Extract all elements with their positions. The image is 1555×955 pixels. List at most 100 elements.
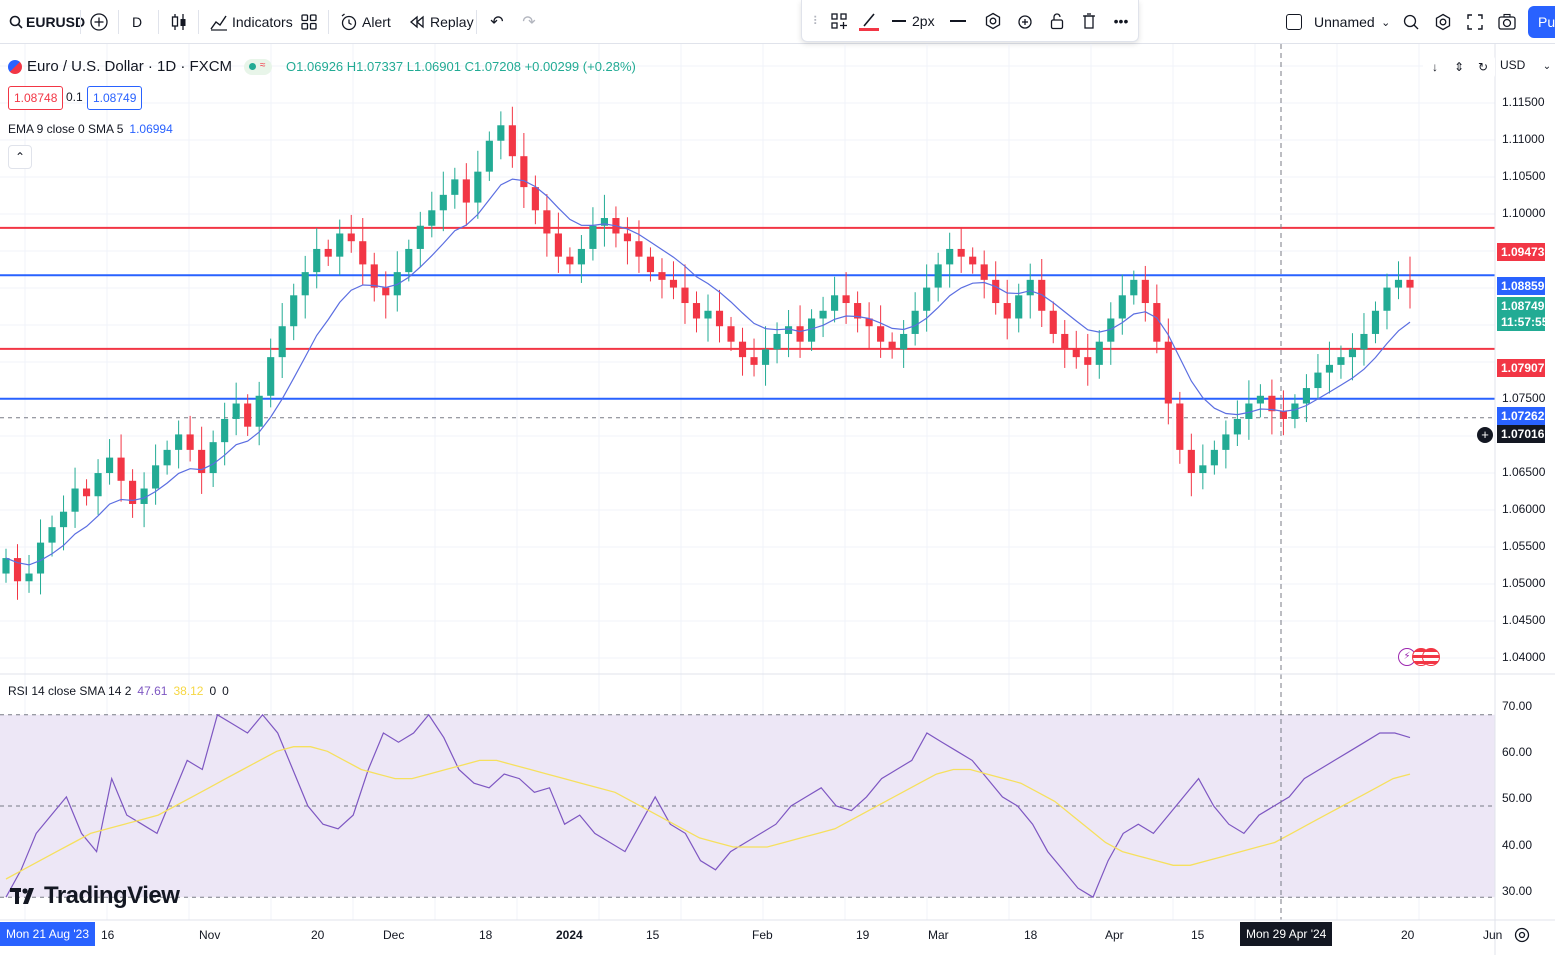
candle-body — [600, 218, 608, 226]
chart-type-button[interactable] — [168, 0, 190, 44]
publish-label: Pu — [1538, 14, 1555, 30]
indicators-label: Indicators — [232, 14, 293, 30]
candle-body — [163, 449, 171, 466]
replay-button[interactable]: Replay — [406, 0, 474, 44]
time-settings-button[interactable] — [1513, 926, 1531, 949]
ema-label: EMA 9 close 0 SMA 5 — [8, 122, 124, 136]
fullscreen-button[interactable] — [1464, 0, 1486, 44]
candle-body — [865, 318, 873, 327]
chevron-up-icon: ⌃ — [14, 150, 26, 164]
line-width-button[interactable]: 2px — [892, 0, 935, 42]
buy-button[interactable]: 1.08749 — [87, 86, 143, 110]
quick-search-button[interactable] — [1400, 0, 1422, 44]
candle-body — [209, 442, 217, 474]
candle-body — [831, 295, 839, 311]
alarm-plus-icon — [1014, 10, 1036, 32]
publish-button[interactable]: Pu — [1528, 6, 1555, 38]
candle-body — [1233, 418, 1241, 435]
trash-icon — [1078, 10, 1100, 32]
market-status-icon: ≈ — [244, 58, 273, 75]
candle-body — [1118, 295, 1126, 319]
price-chart[interactable] — [0, 44, 1555, 955]
collapse-legend-button[interactable]: ⌃ — [8, 145, 32, 169]
interval-button[interactable]: D — [132, 0, 142, 44]
more-dots-icon: ••• — [1113, 13, 1129, 29]
currency-button[interactable]: USD ⌄ — [1500, 58, 1551, 72]
economic-events[interactable]: ⚡ — [1398, 648, 1440, 666]
candle-body — [244, 403, 252, 427]
drawing-templates-button[interactable] — [828, 0, 850, 42]
symbol-legend[interactable]: Euro / U.S. Dollar · 1D · FXCM ≈ O1.0692… — [8, 58, 636, 75]
candle-body — [94, 473, 102, 497]
date-tick: Dec — [383, 928, 405, 942]
line-width-label: 2px — [912, 13, 935, 29]
lock-button[interactable] — [1046, 0, 1068, 42]
compare-button[interactable] — [88, 0, 110, 44]
date-tick: 19 — [856, 928, 870, 942]
candle-body — [992, 279, 1000, 304]
more-button[interactable]: ••• — [1110, 0, 1132, 42]
sell-button[interactable]: 1.08748 — [8, 86, 64, 110]
candle-body — [531, 187, 539, 211]
camera-icon — [1496, 11, 1518, 33]
symbol-search-button[interactable]: EURUSD — [8, 0, 85, 44]
line-color-button[interactable] — [858, 0, 880, 42]
candle-body — [82, 488, 91, 497]
tradingview-logo[interactable]: TradingView — [10, 882, 180, 910]
candles — [2, 106, 1414, 600]
undo-icon: ↶ — [490, 14, 504, 31]
candle-body — [577, 248, 585, 265]
candle-body — [313, 248, 321, 273]
date-tick: 20 — [1401, 928, 1415, 942]
rsi-tick: 30.00 — [1502, 884, 1533, 898]
rsi-label: RSI 14 close SMA 14 2 — [8, 684, 132, 698]
undo-button[interactable]: ↶ — [486, 0, 508, 44]
indicators-button[interactable]: Indicators — [208, 0, 293, 44]
candle-body — [842, 295, 850, 304]
euro-flag-icon — [8, 59, 22, 74]
redo-button[interactable]: ↷ — [518, 0, 540, 44]
drag-handle[interactable]: ⠇ — [806, 0, 828, 42]
reset-scale-button[interactable]: ↻ — [1471, 55, 1495, 79]
candle-body — [382, 287, 390, 296]
layout-button[interactable]: Unnamed ⌄ — [1286, 0, 1393, 44]
cursor-date-text: Mon 29 Apr '24 — [1246, 927, 1327, 941]
candle-body — [681, 287, 689, 304]
gear-icon — [1432, 11, 1454, 33]
candle-body — [1061, 333, 1069, 350]
rsi-legend[interactable]: RSI 14 close SMA 14 2 47.61 38.12 0 0 — [8, 684, 229, 698]
auto-scale-button[interactable]: ⇕ — [1447, 55, 1471, 79]
settings-button[interactable] — [982, 0, 1004, 42]
price-tick: 1.11000 — [1502, 132, 1545, 146]
templates-button[interactable] — [298, 0, 320, 44]
snapshot-button[interactable] — [1496, 0, 1518, 44]
drawing-toolbar: ⠇ 2px — [801, 0, 1139, 42]
alert-on-drawing-button[interactable] — [1014, 0, 1036, 42]
ema-legend[interactable]: EMA 9 close 0 SMA 5 1.06994 — [8, 122, 173, 136]
symbol-title: Euro / U.S. Dollar · 1D · FXCM — [27, 58, 233, 75]
date-tick: Nov — [199, 928, 221, 942]
price-label: 1.07016 — [1497, 425, 1545, 443]
line-style-button[interactable] — [950, 0, 966, 42]
delete-button[interactable] — [1078, 0, 1100, 42]
rsi-sma-value: 38.12 — [173, 684, 204, 698]
date-tick: Feb — [752, 928, 773, 942]
alert-button[interactable]: Alert — [338, 0, 391, 44]
price-tick: 1.10000 — [1502, 206, 1546, 220]
price-label: 1.07262 — [1497, 407, 1545, 425]
rsi-tick: 60.00 — [1502, 745, 1533, 759]
ema-polyline — [5, 178, 1411, 566]
gear-icon — [982, 10, 1004, 32]
candle-body — [278, 326, 286, 358]
range-start-text: Mon 21 Aug '23 — [6, 927, 90, 941]
candle-body — [1314, 372, 1322, 389]
arrow-down-icon: ↓ — [1432, 60, 1438, 74]
scroll-down-button[interactable]: ↓ — [1423, 55, 1447, 79]
top-toolbar: EURUSD D Indicators Alert — [0, 0, 1555, 44]
add-level-button[interactable]: + — [1477, 427, 1493, 443]
color-swatch — [859, 27, 879, 31]
candle-body — [1371, 310, 1380, 334]
candle-body — [692, 303, 701, 319]
chart-settings-button[interactable] — [1432, 0, 1454, 44]
sell-price: 1.08748 — [14, 91, 58, 105]
